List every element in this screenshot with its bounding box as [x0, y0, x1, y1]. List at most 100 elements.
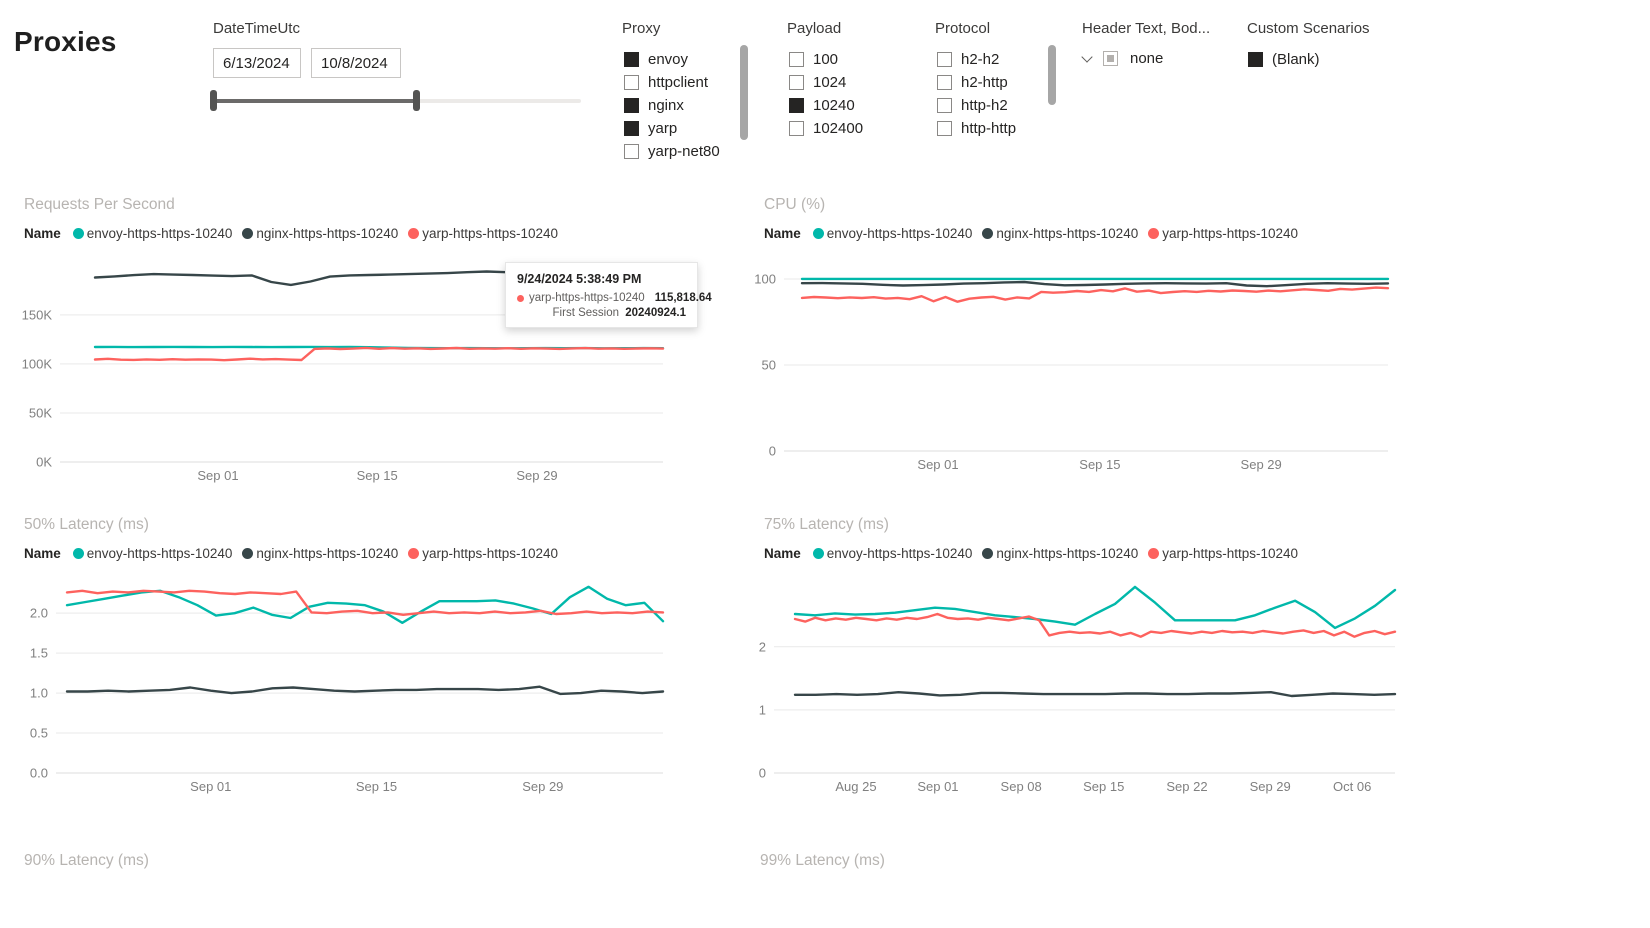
legend-item-yarp[interactable]: yarp-https-https-10240: [1148, 546, 1298, 561]
slicer-protocol: Protocol h2-h2 h2-http http-h2 http-http: [935, 20, 1055, 140]
series-line-nginx-https-https-10240[interactable]: [800, 280, 1390, 288]
x-axis-tick-label: Sep 15: [357, 468, 398, 483]
chart-requests-per-second[interactable]: Requests Per Second Name envoy-https-htt…: [10, 190, 712, 490]
checkbox[interactable]: [624, 143, 639, 159]
proxy-option-yarp-net80[interactable]: yarp-net80: [624, 141, 720, 161]
checkbox[interactable]: [624, 120, 639, 136]
date-slider-handle-start[interactable]: [210, 90, 217, 111]
checkbox[interactable]: [937, 51, 952, 67]
chevron-down-icon[interactable]: [1081, 50, 1093, 63]
line-chart-plot[interactable]: 0 50 100 Sep 01 Sep 15 Sep 29: [750, 190, 1450, 490]
proxy-list-scrollbar[interactable]: [740, 45, 748, 140]
slicer-datetime: DateTimeUtc: [210, 20, 613, 111]
legend-title: Name: [24, 226, 61, 241]
series-dot-icon: [982, 228, 994, 239]
chart-50-latency[interactable]: 50% Latency (ms) Name envoy-https-https-…: [10, 510, 710, 840]
series-dot-icon: [982, 548, 994, 559]
x-axis-tick-label: Sep 29: [1250, 779, 1291, 794]
x-axis-tick-label: Sep 01: [190, 779, 231, 794]
series-line-yarp-https-https-10240[interactable]: [93, 346, 665, 362]
series-line-yarp-https-https-10240[interactable]: [800, 286, 1390, 303]
checkbox[interactable]: [937, 74, 952, 90]
date-start-input[interactable]: [213, 48, 301, 78]
proxy-option-yarp[interactable]: yarp: [624, 118, 677, 138]
slicer-header-text-label: Header Text, Bod...: [1082, 20, 1211, 37]
legend-item-nginx[interactable]: nginx-https-https-10240: [242, 546, 398, 561]
date-slider-fill: [213, 99, 417, 103]
protocol-option-h2-h2[interactable]: h2-h2: [937, 49, 999, 69]
header-text-selected[interactable]: none: [1130, 50, 1164, 67]
y-axis-tick-label: 1: [759, 702, 766, 717]
x-axis-tick-label: Sep 29: [522, 779, 563, 794]
tooltip-value: 115,818.64: [654, 292, 712, 304]
checkbox[interactable]: [624, 74, 639, 90]
legend-title: Name: [764, 226, 801, 241]
checkbox[interactable]: [789, 51, 804, 67]
checkbox[interactable]: [789, 97, 804, 113]
line-chart-plot[interactable]: 0K 50K 100K 150K Sep 01 Sep 15 Sep 29: [10, 190, 710, 490]
checkbox[interactable]: [789, 120, 804, 136]
series-line-yarp-https-https-10240[interactable]: [793, 612, 1397, 638]
x-axis-tick-label: Sep 01: [197, 468, 238, 483]
checkbox[interactable]: [789, 74, 804, 90]
legend-item-nginx[interactable]: nginx-https-https-10240: [982, 226, 1138, 241]
protocol-list-scrollbar[interactable]: [1048, 45, 1056, 105]
tooltip-series-name: yarp-https-https-10240: [529, 292, 645, 304]
checkbox[interactable]: [937, 97, 952, 113]
x-axis-tick-label: Sep 08: [1001, 779, 1042, 794]
legend-item-envoy[interactable]: envoy-https-https-10240: [812, 546, 972, 561]
checkbox[interactable]: [1248, 51, 1263, 67]
x-axis-tick-label: Sep 15: [1079, 457, 1120, 472]
legend-item-nginx[interactable]: nginx-https-https-10240: [242, 226, 398, 241]
proxy-option-nginx[interactable]: nginx: [624, 95, 684, 115]
custom-scenarios-option-blank[interactable]: (Blank): [1248, 49, 1320, 69]
date-slider-handle-end[interactable]: [413, 90, 420, 111]
payload-option-100[interactable]: 100: [789, 49, 838, 69]
series-line-yarp-https-https-10240[interactable]: [65, 589, 665, 617]
protocol-option-h2-http[interactable]: h2-http: [937, 72, 1008, 92]
partial-check-mark: [1107, 55, 1114, 62]
chart-legend: Name envoy-https-https-10240 nginx-https…: [24, 226, 558, 241]
chart-title: 50% Latency (ms): [24, 516, 149, 533]
checkbox[interactable]: [624, 97, 639, 113]
x-axis-tick-label: Sep 22: [1166, 779, 1207, 794]
legend-item-envoy[interactable]: envoy-https-https-10240: [72, 226, 232, 241]
tooltip-first-session-value: 20240924.1: [625, 307, 686, 319]
payload-option-1024[interactable]: 1024: [789, 72, 846, 92]
legend-item-yarp[interactable]: yarp-https-https-10240: [408, 546, 558, 561]
date-end-input[interactable]: [311, 48, 401, 78]
proxy-option-envoy[interactable]: envoy: [624, 49, 688, 69]
chart-cpu-percent[interactable]: CPU (%) Name envoy-https-https-10240 ngi…: [750, 190, 1450, 490]
legend-item-nginx[interactable]: nginx-https-https-10240: [982, 546, 1138, 561]
chart-title: Requests Per Second: [24, 196, 175, 213]
y-axis-tick-label: 50K: [29, 405, 52, 420]
y-axis-tick-label: 1.0: [30, 686, 48, 701]
series-dot-icon: [812, 548, 824, 559]
series-dot-icon: [517, 294, 524, 302]
x-axis-tick-label: Sep 15: [1083, 779, 1124, 794]
legend-item-envoy[interactable]: envoy-https-https-10240: [72, 546, 232, 561]
header-text-partial-checkbox[interactable]: [1103, 51, 1118, 66]
checkbox[interactable]: [937, 120, 952, 136]
series-dot-icon: [812, 228, 824, 239]
series-line-envoy-https-https-10240[interactable]: [793, 585, 1397, 630]
checkbox[interactable]: [624, 51, 639, 67]
protocol-option-http-http[interactable]: http-http: [937, 118, 1016, 138]
payload-option-10240[interactable]: 10240: [789, 95, 855, 115]
legend-item-yarp[interactable]: yarp-https-https-10240: [408, 226, 558, 241]
x-axis-tick-label: Oct 06: [1333, 779, 1371, 794]
x-axis-tick-label: Sep 29: [516, 468, 557, 483]
line-chart-plot[interactable]: 0.0 0.5 1.0 1.5 2.0 Sep 01 Sep 15 Sep 29: [10, 510, 710, 840]
payload-option-102400[interactable]: 102400: [789, 118, 863, 138]
series-line-nginx-https-https-10240[interactable]: [65, 685, 665, 696]
protocol-option-http-h2[interactable]: http-h2: [937, 95, 1008, 115]
series-dot-icon: [242, 548, 254, 559]
legend-item-yarp[interactable]: yarp-https-https-10240: [1148, 226, 1298, 241]
chart-75-latency[interactable]: 75% Latency (ms) Name envoy-https-https-…: [750, 510, 1450, 840]
proxy-option-httpclient[interactable]: httpclient: [624, 72, 708, 92]
line-chart-plot[interactable]: 0 1 2 Aug 25 Sep 01 Sep 08 Sep 15 Sep 22 Sep 29 O…: [750, 510, 1450, 840]
series-line-nginx-https-https-10240[interactable]: [793, 690, 1397, 698]
legend-item-envoy[interactable]: envoy-https-https-10240: [812, 226, 972, 241]
slicer-proxy: Proxy envoy httpclient nginx yarp yarp-n…: [622, 20, 752, 162]
slicer-payload: Payload 100 1024 10240 102400: [787, 20, 907, 140]
